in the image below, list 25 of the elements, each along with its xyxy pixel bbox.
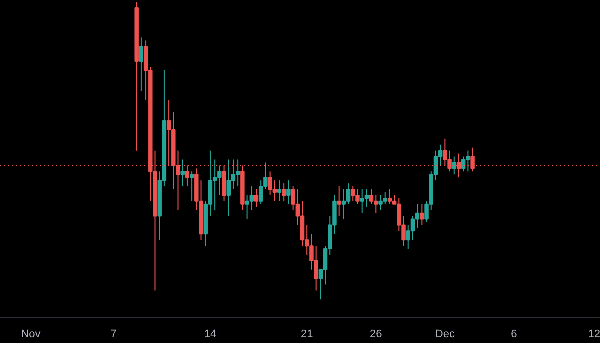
x-tick-label: 6	[511, 328, 518, 340]
x-tick-label: 12	[588, 328, 600, 340]
candlestick	[420, 204, 424, 226]
candlestick	[337, 186, 342, 217]
candlestick	[300, 200, 305, 247]
candlestick	[452, 156, 456, 176]
candlestick	[254, 189, 259, 208]
candlestick	[190, 171, 194, 202]
x-tick-label: 26	[370, 328, 382, 340]
x-tick-label: Dec	[435, 328, 456, 340]
candlestick	[415, 204, 420, 229]
candlestick	[236, 159, 240, 188]
candlestick	[139, 37, 144, 92]
candlestick	[286, 180, 291, 205]
x-tick-label: 21	[301, 328, 314, 340]
x-tick-label: 7	[110, 328, 117, 340]
x-tick-label: Nov	[21, 328, 42, 340]
x-tick-label: 14	[204, 328, 217, 340]
candlestick	[342, 189, 346, 220]
candlestick	[346, 183, 351, 205]
candlestick	[277, 180, 282, 202]
candlestick	[180, 159, 185, 188]
candlestick	[282, 183, 286, 202]
candlestick	[410, 216, 416, 241]
candlestick	[388, 189, 392, 205]
